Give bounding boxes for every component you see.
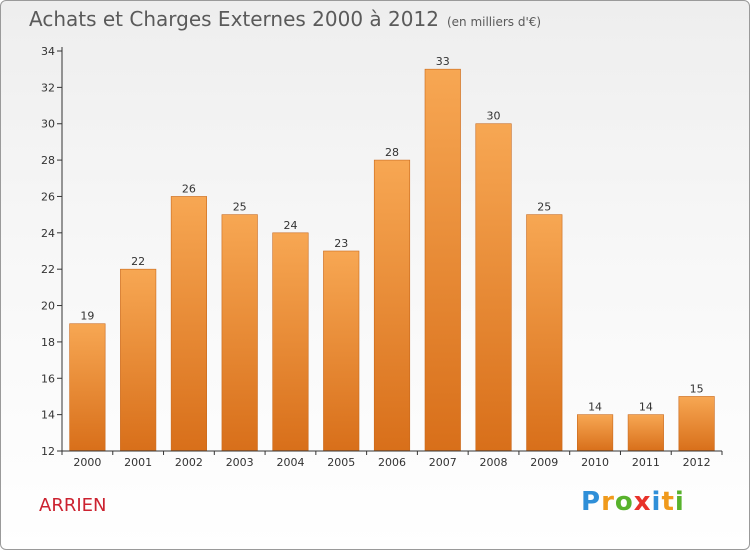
x-tick-label-2009: 2009 [530, 456, 558, 469]
x-tick-label-2006: 2006 [378, 456, 406, 469]
bar-2012 [678, 396, 715, 452]
x-tick-label-2010: 2010 [581, 456, 609, 469]
data-label-2005: 23 [334, 237, 348, 250]
bar-2001 [120, 268, 157, 452]
bar-2011 [627, 414, 664, 452]
y-tick-label-32: 32 [41, 81, 55, 94]
bar-2010 [577, 414, 614, 452]
x-tick-label-2011: 2011 [632, 456, 660, 469]
data-label-2000: 19 [80, 310, 94, 323]
data-label-2002: 26 [182, 182, 196, 195]
chart-subtitle: (en milliers d'€) [446, 15, 542, 29]
logo-letter: i [651, 487, 662, 517]
y-tick-label-24: 24 [41, 227, 55, 240]
y-tick-label-30: 30 [41, 118, 55, 131]
logo-letter: o [614, 487, 634, 517]
bar-2009 [526, 214, 563, 452]
place-name: ARRIEN [39, 495, 107, 516]
axes-group: 2000 2001 2002 2003 2004 2005 2006 2007 2008 2009… [41, 45, 723, 469]
bar-2002 [170, 196, 207, 452]
bar-2004 [272, 232, 309, 452]
data-label-2010: 14 [588, 401, 602, 414]
bar-2000 [69, 323, 106, 452]
bar-2006 [373, 159, 411, 452]
x-tick-label-2004: 2004 [276, 456, 304, 469]
data-label-2007: 33 [436, 55, 450, 68]
data-label-2009: 25 [537, 201, 551, 214]
data-label-2011: 14 [639, 401, 653, 414]
y-tick-label-26: 26 [41, 190, 55, 203]
proxiti-logo: Proxiti [581, 487, 685, 517]
y-tick-label-20: 20 [41, 300, 55, 313]
data-label-2003: 25 [233, 201, 247, 214]
y-tick-label-18: 18 [41, 336, 55, 349]
bar-2003 [221, 214, 258, 452]
x-tick-label-2007: 2007 [429, 456, 457, 469]
data-label-2012: 15 [690, 382, 704, 395]
y-tick-label-34: 34 [41, 45, 55, 58]
bars-group: 19 22 26 25 24 23 28 33 30 25 14 14 15 [69, 55, 715, 452]
data-label-2008: 30 [487, 110, 501, 123]
x-tick-label-2005: 2005 [327, 456, 355, 469]
x-tick-label-2002: 2002 [175, 456, 203, 469]
logo-letter: P [581, 487, 602, 517]
bar-2007 [424, 68, 461, 452]
logo-letter: x [633, 487, 652, 517]
data-label-2001: 22 [131, 255, 145, 268]
bar-2008 [475, 123, 512, 452]
data-label-2006: 28 [385, 146, 399, 159]
y-tick-label-16: 16 [41, 372, 55, 385]
chart-title: Achats et Charges Externes 2000 à 2012 (e… [29, 7, 541, 31]
data-label-2004: 24 [283, 219, 297, 232]
logo-letter: t [661, 487, 675, 517]
logo-letter: i [674, 487, 685, 517]
x-tick-label-2012: 2012 [683, 456, 711, 469]
x-tick-label-2000: 2000 [73, 456, 101, 469]
y-tick-label-14: 14 [41, 409, 55, 422]
y-tick-label-28: 28 [41, 154, 55, 167]
chart-title-text: Achats et Charges Externes 2000 à 2012 [29, 7, 439, 31]
x-tick-label-2008: 2008 [480, 456, 508, 469]
bar-2005 [323, 250, 360, 452]
x-tick-label-2003: 2003 [226, 456, 254, 469]
y-tick-label-12: 12 [41, 445, 55, 458]
y-tick-label-22: 22 [41, 263, 55, 276]
logo-letter: r [601, 487, 615, 517]
x-tick-label-2001: 2001 [124, 456, 152, 469]
